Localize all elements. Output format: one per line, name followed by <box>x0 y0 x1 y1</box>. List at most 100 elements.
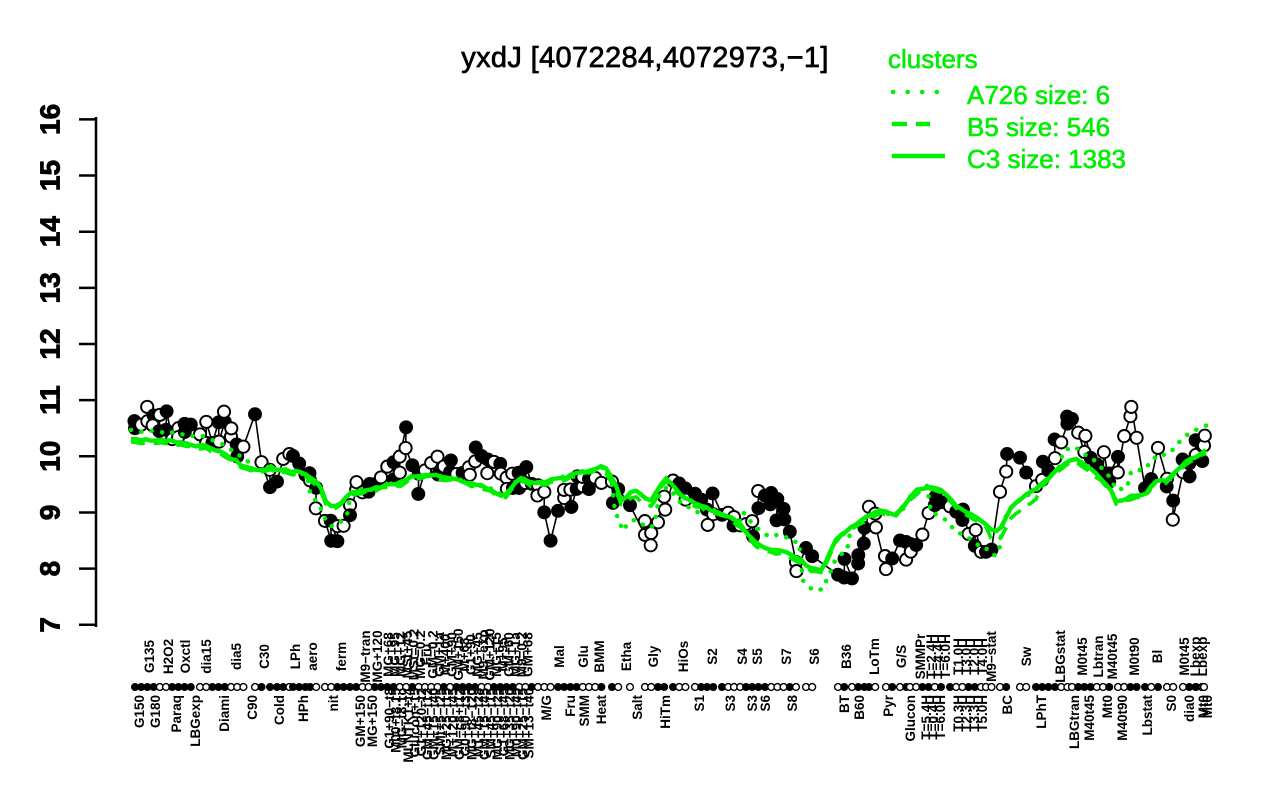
svg-text:M+400: M+400 <box>438 634 453 676</box>
svg-text:T=2.4H: T=2.4H <box>924 634 939 679</box>
svg-text:T=4.4H: T=4.4H <box>931 634 946 679</box>
svg-text:G1+90: G1+90 <box>464 634 479 675</box>
svg-text:MSt=0.2: MSt=0.2 <box>406 629 421 680</box>
svg-text:S0: S0 <box>1164 695 1179 712</box>
svg-text:MG−t8.1c: MG−t8.1c <box>395 688 410 749</box>
svg-text:GM+25−t15: GM+25−t15 <box>515 688 530 761</box>
svg-text:SMt+5−t25: SMt+5−t25 <box>433 688 448 756</box>
svg-text:MG+95: MG+95 <box>387 632 402 677</box>
svg-text:T3.0H: T3.0H <box>959 638 974 675</box>
svg-text:GM+45−t12: GM+45−t12 <box>420 688 435 760</box>
svg-text:T2.0H: T2.0H <box>967 638 982 675</box>
svg-text:Lbtran: Lbtran <box>1091 636 1106 678</box>
svg-text:T=0.4H: T=0.4H <box>926 695 941 740</box>
svg-text:T3.3H: T3.3H <box>967 695 982 732</box>
svg-text:B36: B36 <box>839 644 854 669</box>
svg-text:C3 size: 1383: C3 size: 1383 <box>967 144 1126 174</box>
svg-text:G180: G180 <box>148 695 163 728</box>
svg-text:Cold: Cold <box>272 695 287 725</box>
svg-text:GM+15−t45: GM+15−t45 <box>477 688 492 761</box>
svg-text:M9=0.2: M9=0.2 <box>514 632 529 677</box>
svg-text:15: 15 <box>35 160 66 191</box>
svg-text:M00+t8.15: M00+t8.15 <box>388 688 403 753</box>
svg-text:GM+68: GM+68 <box>521 632 536 677</box>
svg-text:MSt+45: MSt+45 <box>400 630 415 678</box>
svg-text:M1+45−t28: M1+45−t28 <box>471 688 486 758</box>
svg-text:H2O2: H2O2 <box>161 639 176 674</box>
svg-text:S8: S8 <box>785 695 800 712</box>
svg-text:SMMPr: SMMPr <box>913 633 928 680</box>
svg-text:SM+13−t40: SM+13−t40 <box>522 688 537 759</box>
svg-text:BC: BC <box>1000 695 1015 715</box>
svg-text:T=6.0H: T=6.0H <box>933 695 948 740</box>
svg-text:BT: BT <box>837 694 852 713</box>
svg-text:14: 14 <box>35 216 66 248</box>
svg-text:MG+15: MG+15 <box>489 632 504 677</box>
svg-text:Glu: Glu <box>576 645 591 668</box>
svg-text:S6: S6 <box>758 695 773 712</box>
svg-text:M0t90: M0t90 <box>1127 637 1142 675</box>
svg-text:T5.0H: T5.0H <box>975 695 990 732</box>
svg-text:Fru: Fru <box>419 644 434 666</box>
svg-text:aero: aero <box>305 642 320 671</box>
svg-text:M9−exp: M9−exp <box>476 630 491 680</box>
svg-text:10: 10 <box>35 441 66 472</box>
svg-text:G0+90−t35: G0+90−t35 <box>458 688 473 757</box>
svg-text:13: 13 <box>35 272 66 303</box>
svg-text:Oxctl: Oxctl <box>178 640 193 674</box>
svg-text:MLNTK1+t4: MLNTK1+t4 <box>401 688 416 763</box>
svg-text:GM−c8+t12: GM−c8+t12 <box>452 688 467 760</box>
svg-text:Pyr: Pyr <box>881 694 896 717</box>
svg-text:Fru: Fru <box>563 695 578 717</box>
svg-text:dia5: dia5 <box>229 643 244 671</box>
svg-text:16: 16 <box>35 104 66 135</box>
svg-text:Bl: Bl <box>1150 650 1165 664</box>
svg-text:SM+45−t15: SM+45−t15 <box>484 688 499 759</box>
svg-text:GM+90: GM+90 <box>445 632 460 677</box>
svg-text:M40t45: M40t45 <box>1082 695 1097 741</box>
svg-text:T1.0H: T1.0H <box>951 638 966 675</box>
svg-text:S5: S5 <box>750 648 765 665</box>
svg-text:Glucon: Glucon <box>903 695 918 742</box>
svg-text:G150: G150 <box>132 695 147 728</box>
svg-text:C30: C30 <box>257 644 272 669</box>
svg-text:MG+35−t20: MG+35−t20 <box>503 688 518 760</box>
svg-text:M0+90−t45: M0+90−t45 <box>509 688 524 758</box>
svg-text:T=6.0H: T=6.0H <box>938 634 953 679</box>
svg-text:G/S: G/S <box>894 645 909 668</box>
svg-text:B60: B60 <box>852 695 867 720</box>
svg-text:GM+15−t40: GM+15−t40 <box>426 688 441 760</box>
svg-text:M+120−t45: M+120−t45 <box>446 688 461 758</box>
svg-text:Mal: Mal <box>552 645 567 668</box>
svg-text:Mt0: Mt0 <box>1196 695 1211 718</box>
svg-text:G1+68−t45: G1+68−t45 <box>496 688 511 757</box>
svg-text:8: 8 <box>35 561 66 577</box>
svg-text:dia0: dia0 <box>1182 695 1197 722</box>
svg-text:T4.0H: T4.0H <box>975 638 990 675</box>
svg-text:LoTm: LoTm <box>867 638 882 675</box>
svg-text:11: 11 <box>35 385 66 415</box>
svg-text:BMM: BMM <box>592 640 607 672</box>
svg-text:Mt0: Mt0 <box>1200 695 1215 718</box>
svg-text:Etha: Etha <box>619 641 634 671</box>
svg-text:M/G: M/G <box>539 695 554 721</box>
svg-text:MG+25−t15: MG+25−t15 <box>439 688 454 761</box>
svg-text:7: 7 <box>35 617 66 633</box>
svg-text:S4: S4 <box>735 648 750 665</box>
svg-text:SMM: SMM <box>577 695 592 727</box>
svg-text:MG+t8−120: MG+t8−120 <box>465 688 480 760</box>
svg-text:ferm: ferm <box>334 642 349 671</box>
svg-text:S6: S6 <box>807 648 822 665</box>
svg-text:12: 12 <box>35 328 66 359</box>
svg-text:M40t45: M40t45 <box>1105 633 1120 679</box>
svg-text:LPhT: LPhT <box>1034 694 1049 728</box>
svg-text:Lbexp: Lbexp <box>1195 637 1210 677</box>
svg-text:C90: C90 <box>245 695 260 720</box>
svg-text:HiTm: HiTm <box>658 695 673 729</box>
svg-text:GM+1a: GM+1a <box>432 632 447 677</box>
svg-text:S1: S1 <box>692 695 707 712</box>
svg-text:MG+12: MG+12 <box>394 632 409 677</box>
svg-text:G135: G135 <box>142 639 157 673</box>
svg-text:Diami: Diami <box>217 695 232 732</box>
svg-text:MG+90−t25: MG+90−t25 <box>490 688 505 761</box>
